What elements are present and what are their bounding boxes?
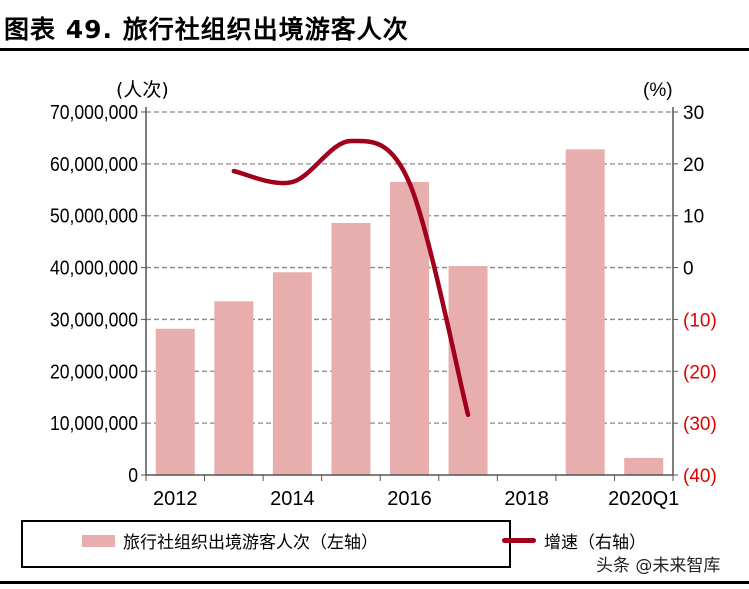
left-tick-label: 50,000,000 <box>50 205 138 227</box>
x-tick-label: 2020Q1 <box>608 488 679 510</box>
right-tick-label: (30) <box>683 414 717 435</box>
title-divider <box>0 48 749 51</box>
bar-2015 <box>331 222 371 475</box>
left-tick-label: 60,000,000 <box>50 153 138 175</box>
x-tick-label: 2016 <box>387 488 432 510</box>
right-tick-label: (20) <box>683 362 717 383</box>
bottom-divider <box>0 581 749 584</box>
left-tick-label: 10,000,000 <box>50 412 138 434</box>
right-tick-label: 0 <box>683 259 694 280</box>
bar-2020Q1 <box>624 457 664 475</box>
right-tick-label: (40) <box>683 466 717 487</box>
watermark: 头条 @未来智库 <box>596 556 721 576</box>
left-tick-label: 70,000,000 <box>50 101 138 123</box>
legend <box>21 520 511 568</box>
right-tick-label: 10 <box>683 207 704 228</box>
bar-2012 <box>155 328 195 475</box>
growth-line <box>231 138 471 418</box>
legend-item-bars: 旅行社组织出境游客人次（左轴） <box>82 528 378 553</box>
right-tick-label: 20 <box>683 155 704 176</box>
bar-2016 <box>390 182 429 475</box>
bar-2013 <box>214 301 254 475</box>
bar-2019 <box>565 149 605 475</box>
legend-label: 增速（右轴） <box>544 533 646 553</box>
chart-title: 图表 49. 旅行社组织出境游客人次 <box>4 15 409 44</box>
x-tick-label: 2014 <box>270 488 315 510</box>
legend-label: 旅行社组织出境游客人次（左轴） <box>123 533 378 553</box>
x-tick-label: 2018 <box>504 488 549 510</box>
left-tick-label: 40,000,000 <box>50 257 138 279</box>
right-tick-label: (10) <box>683 310 717 331</box>
bar-2014 <box>272 272 312 475</box>
left-tick-label: 30,000,000 <box>50 308 138 330</box>
right-axis-unit: (%) <box>643 80 673 101</box>
legend-swatch-line <box>502 538 536 543</box>
legend-swatch-bar <box>82 534 115 547</box>
left-tick-label: 0 <box>128 464 138 486</box>
legend-item-line: 增速（右轴） <box>502 528 646 553</box>
left-axis-unit: (人次) <box>116 79 169 101</box>
right-tick-label: 30 <box>683 103 704 124</box>
bar-2017 <box>448 266 488 475</box>
x-tick-label: 2012 <box>153 488 198 510</box>
left-tick-label: 20,000,000 <box>50 360 138 382</box>
